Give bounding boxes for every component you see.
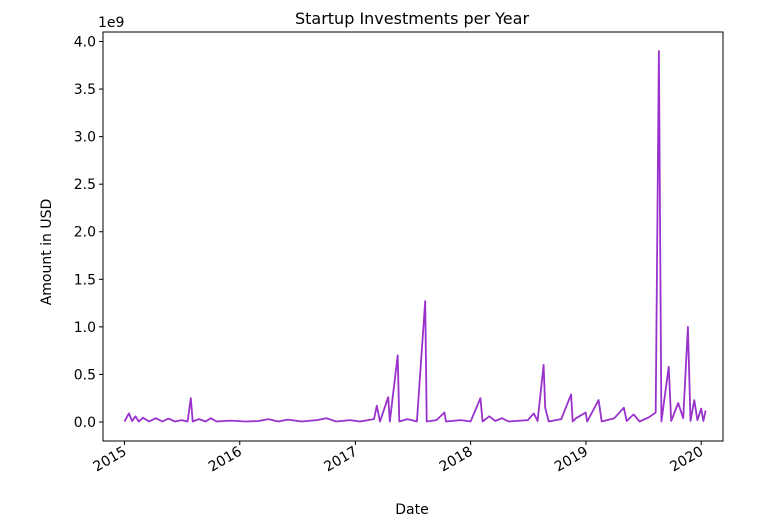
y-axis-ticks: 0.0 0.5 1.0 1.5 2.0 2.5 3.0 3.5 4.0 — [74, 35, 103, 431]
y-tick-label: 2.0 — [74, 225, 96, 241]
axes-frame — [102, 31, 724, 442]
y-tick-label: 3.5 — [74, 82, 96, 98]
y-tick-label: 3.0 — [74, 130, 96, 146]
y-axis-label: Amount in USD — [39, 199, 55, 306]
y-tick-label: 4.0 — [74, 35, 96, 51]
chart-title: Startup Investments per Year — [295, 9, 529, 28]
y-tick-label: 0.0 — [74, 415, 96, 431]
x-axis-label: Date — [395, 502, 428, 518]
y-tick-label: 1.5 — [74, 272, 96, 288]
series-line-0 — [123, 50, 707, 423]
plot-area — [123, 50, 707, 423]
y-tick-label: 1.0 — [74, 320, 96, 336]
y-tick-label: 0.5 — [74, 367, 96, 383]
y-tick-label: 2.5 — [74, 177, 96, 193]
y-axis-offset-label: 1e9 — [98, 15, 124, 31]
